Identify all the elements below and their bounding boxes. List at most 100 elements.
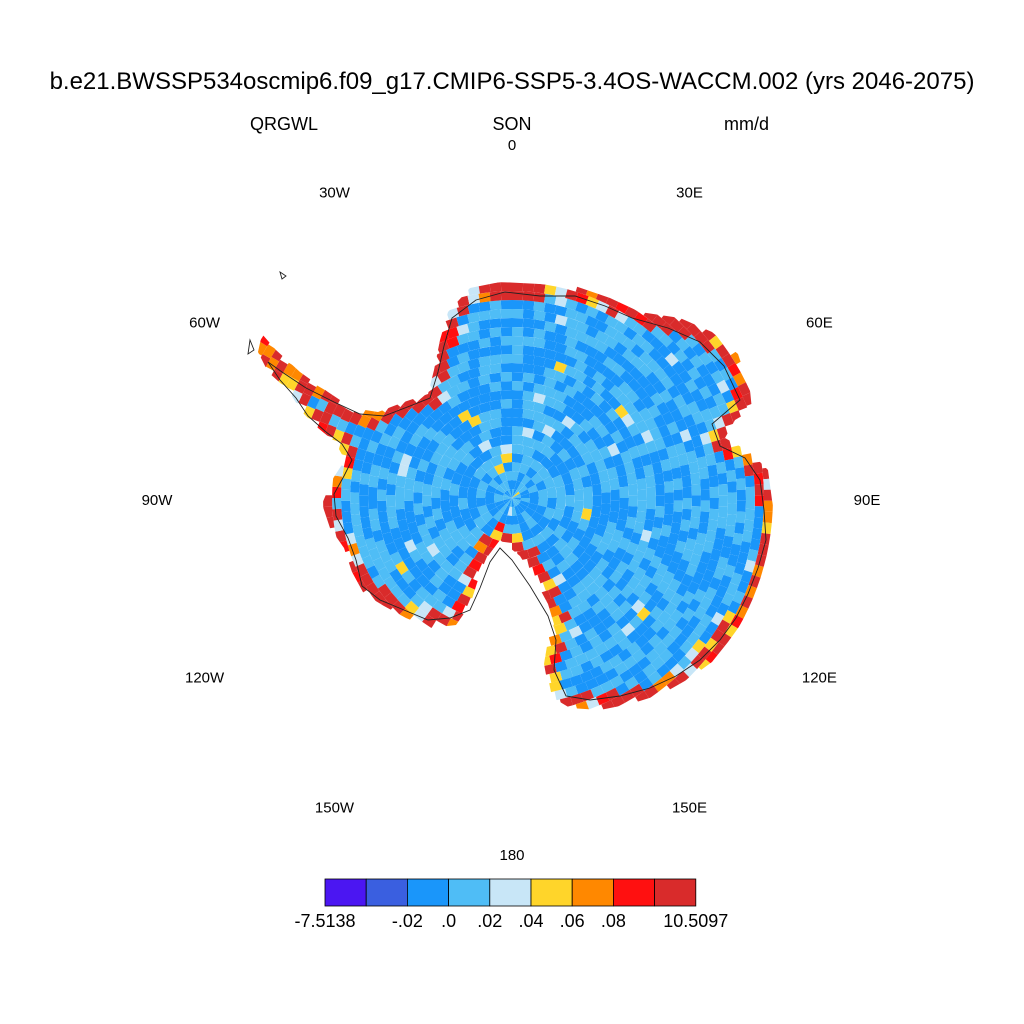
field-cell: [561, 566, 576, 581]
field-cell: [489, 372, 502, 383]
field-cell: [489, 300, 502, 311]
field-cell: [667, 532, 680, 546]
field-cell: [507, 480, 512, 490]
field-cell: [562, 394, 577, 409]
colorbar-label: -.02: [392, 911, 423, 931]
field-cell: [698, 351, 713, 366]
field-cell: [759, 532, 771, 546]
field-cell: [420, 550, 435, 565]
field-cell: [662, 434, 675, 448]
field-cell: [683, 439, 695, 453]
field-cells: [258, 282, 773, 710]
field-cell: [553, 370, 567, 383]
field-cell: [593, 573, 608, 589]
field-cell: [445, 336, 460, 349]
field-cell: [505, 498, 512, 506]
field-cell: [456, 332, 470, 345]
field-cell: [691, 571, 705, 585]
lon-label-180: 180: [499, 847, 524, 864]
field-cell: [574, 340, 589, 354]
field-cell: [600, 680, 615, 694]
field-cell: [500, 532, 512, 543]
field-cell: [590, 392, 605, 407]
field-cell: [662, 588, 676, 603]
field-cell: [533, 319, 546, 330]
field-cell: [630, 410, 644, 425]
field-cell: [762, 467, 773, 480]
field-cell: [512, 318, 524, 328]
field-cell: [644, 565, 658, 579]
field-cell: [473, 551, 488, 565]
field-cell: [751, 527, 763, 540]
field-cell: [512, 498, 519, 506]
field-cell: [553, 361, 568, 374]
field-cell: [478, 301, 491, 312]
field-cell: [384, 592, 399, 607]
field-cell: [726, 582, 739, 597]
field-cell: [437, 400, 452, 415]
field-cell: [572, 544, 586, 559]
field-cell: [573, 500, 584, 513]
field-cell: [675, 616, 689, 631]
field-cell: [421, 533, 435, 548]
field-cell: [435, 441, 449, 456]
field-cell: [673, 500, 683, 513]
field-cell: [518, 485, 528, 494]
field-cell: [564, 637, 578, 651]
field-cell: [467, 395, 481, 408]
field-cell: [572, 390, 587, 404]
field-cell: [650, 618, 665, 633]
field-cell: [699, 511, 710, 524]
field-cell: [532, 439, 547, 453]
field-cell: [674, 632, 688, 647]
field-cell: [532, 563, 546, 576]
field-cell: [488, 478, 500, 489]
field-cell: [602, 578, 616, 593]
field-cell: [585, 325, 600, 339]
field-cell: [697, 646, 712, 661]
field-cell: [285, 376, 299, 391]
field-cell: [620, 584, 635, 599]
field-cell: [677, 558, 690, 573]
field-cell: [614, 404, 629, 419]
field-cell: [427, 526, 441, 540]
field-cell: [448, 415, 463, 430]
field-cell: [708, 405, 722, 420]
field-cell: [404, 489, 414, 501]
field-cell: [359, 495, 369, 507]
field-cell: [548, 585, 562, 599]
field-cell: [395, 498, 405, 510]
field-cell: [350, 503, 360, 515]
field-cell: [681, 590, 695, 605]
field-cell: [422, 495, 432, 507]
field-cell: [632, 549, 645, 564]
field-cell: [552, 474, 565, 488]
field-cell: [645, 508, 656, 521]
field-cell: [670, 592, 684, 607]
field-cell: [680, 464, 691, 477]
field-cell: [634, 386, 649, 401]
field-cell: [494, 463, 505, 475]
field-cell: [602, 356, 617, 371]
field-cell: [402, 556, 417, 571]
field-cell: [745, 508, 755, 521]
field-cell: [558, 600, 573, 614]
field-cell: [449, 425, 464, 440]
field-cell: [675, 337, 690, 352]
field-cell: [627, 378, 642, 393]
field-cell: [379, 521, 391, 535]
field-cell: [627, 422, 641, 437]
field-cell: [640, 529, 652, 543]
field-cell: [432, 599, 447, 614]
field-cell: [435, 350, 450, 363]
field-cell: [478, 429, 492, 443]
field-cell: [694, 331, 708, 346]
field-cell: [574, 489, 584, 501]
field-cell: [718, 506, 728, 518]
field-cell: [611, 453, 624, 467]
field-cell: [657, 447, 670, 461]
field-cell: [565, 495, 575, 507]
field-cell: [480, 472, 493, 485]
field-cell: [549, 680, 562, 693]
field-cell: [341, 511, 352, 524]
